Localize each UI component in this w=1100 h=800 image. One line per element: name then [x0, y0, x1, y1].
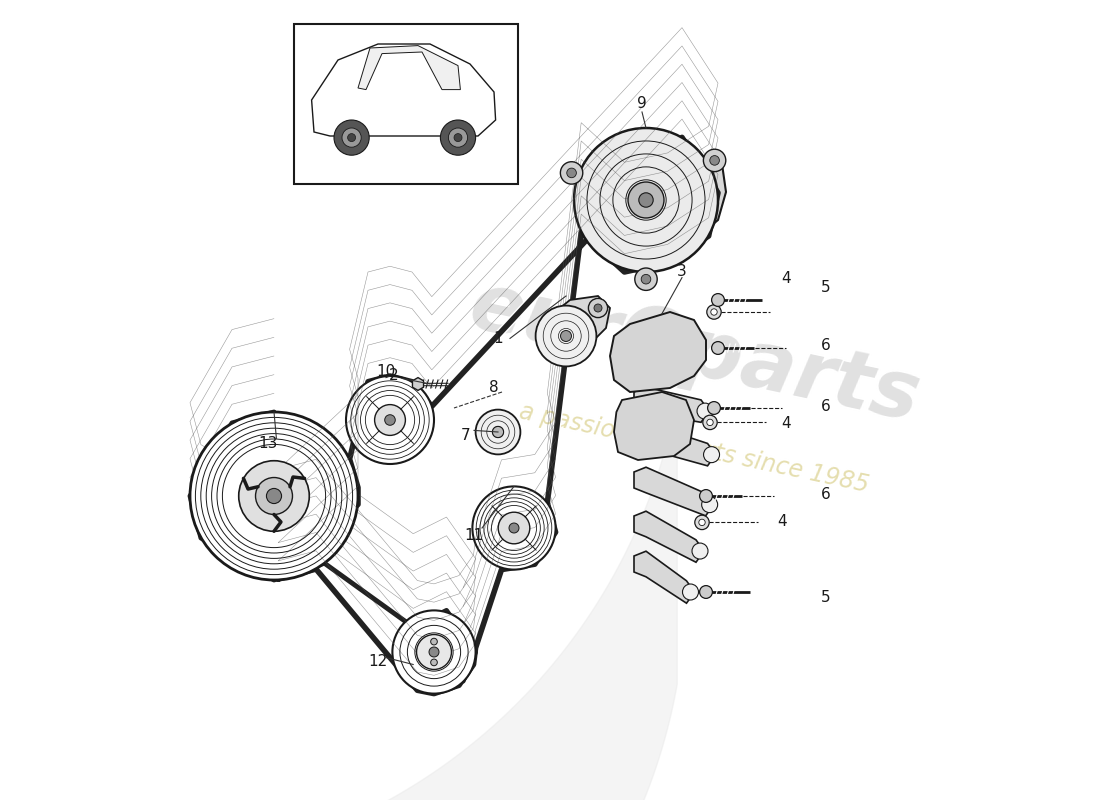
- Circle shape: [692, 543, 708, 559]
- Circle shape: [594, 304, 602, 312]
- Circle shape: [266, 489, 282, 503]
- Polygon shape: [542, 296, 610, 356]
- Circle shape: [641, 274, 651, 284]
- Text: 4: 4: [781, 271, 791, 286]
- Circle shape: [700, 490, 713, 502]
- Polygon shape: [634, 551, 694, 603]
- Text: 9: 9: [637, 97, 647, 111]
- Text: 6: 6: [821, 338, 830, 353]
- Text: 13: 13: [258, 437, 278, 451]
- Circle shape: [334, 120, 370, 155]
- Circle shape: [498, 512, 530, 544]
- Circle shape: [711, 309, 717, 315]
- Polygon shape: [634, 467, 714, 516]
- Polygon shape: [626, 156, 726, 244]
- Text: 6: 6: [821, 399, 830, 414]
- Circle shape: [472, 486, 556, 570]
- Circle shape: [385, 414, 395, 426]
- Circle shape: [431, 659, 438, 666]
- Polygon shape: [634, 423, 715, 466]
- Text: 1: 1: [493, 331, 503, 346]
- Polygon shape: [358, 46, 461, 90]
- Text: 10: 10: [376, 365, 396, 379]
- Text: 4: 4: [781, 417, 791, 431]
- Circle shape: [190, 412, 358, 580]
- Text: 11: 11: [464, 529, 484, 543]
- Text: 3: 3: [678, 265, 686, 279]
- Text: 7: 7: [461, 429, 471, 443]
- Text: 4: 4: [778, 514, 786, 529]
- Circle shape: [239, 461, 309, 531]
- Circle shape: [560, 162, 583, 184]
- Circle shape: [712, 294, 725, 306]
- Polygon shape: [634, 511, 704, 562]
- Circle shape: [375, 405, 406, 435]
- Circle shape: [710, 155, 719, 165]
- Circle shape: [707, 402, 721, 414]
- Circle shape: [431, 638, 438, 645]
- Text: 8: 8: [490, 381, 498, 395]
- Circle shape: [695, 515, 710, 530]
- Circle shape: [536, 306, 596, 366]
- Circle shape: [348, 134, 355, 142]
- Text: 5: 5: [822, 590, 830, 605]
- Text: 6: 6: [821, 487, 830, 502]
- Polygon shape: [634, 387, 710, 422]
- Circle shape: [639, 193, 653, 207]
- Circle shape: [346, 376, 434, 464]
- Text: eurOparts: eurOparts: [462, 266, 926, 438]
- Circle shape: [440, 120, 475, 155]
- Circle shape: [342, 128, 361, 147]
- Polygon shape: [311, 44, 496, 136]
- Circle shape: [700, 586, 713, 598]
- Circle shape: [635, 268, 657, 290]
- Circle shape: [449, 128, 468, 147]
- Text: 12: 12: [368, 654, 387, 669]
- Bar: [294, 24, 518, 184]
- Circle shape: [697, 403, 713, 419]
- Circle shape: [566, 168, 576, 178]
- Circle shape: [509, 523, 519, 533]
- Circle shape: [393, 610, 475, 694]
- Polygon shape: [610, 312, 706, 392]
- Circle shape: [628, 182, 664, 218]
- Circle shape: [429, 647, 439, 657]
- Circle shape: [698, 519, 705, 526]
- Polygon shape: [412, 378, 424, 390]
- Text: a passion for parts since 1985: a passion for parts since 1985: [517, 399, 871, 497]
- Circle shape: [712, 342, 725, 354]
- Circle shape: [255, 478, 293, 514]
- Circle shape: [707, 419, 713, 426]
- Text: 5: 5: [822, 281, 830, 295]
- Polygon shape: [614, 392, 694, 460]
- Circle shape: [417, 634, 451, 670]
- Circle shape: [574, 128, 718, 272]
- Circle shape: [703, 415, 717, 430]
- Circle shape: [702, 497, 717, 513]
- Circle shape: [682, 584, 698, 600]
- Circle shape: [475, 410, 520, 454]
- Circle shape: [707, 305, 722, 319]
- Circle shape: [493, 426, 504, 438]
- Circle shape: [704, 446, 719, 462]
- Circle shape: [454, 134, 462, 142]
- Circle shape: [588, 298, 607, 318]
- Text: 2: 2: [389, 369, 399, 383]
- Circle shape: [703, 149, 726, 172]
- Circle shape: [561, 330, 572, 342]
